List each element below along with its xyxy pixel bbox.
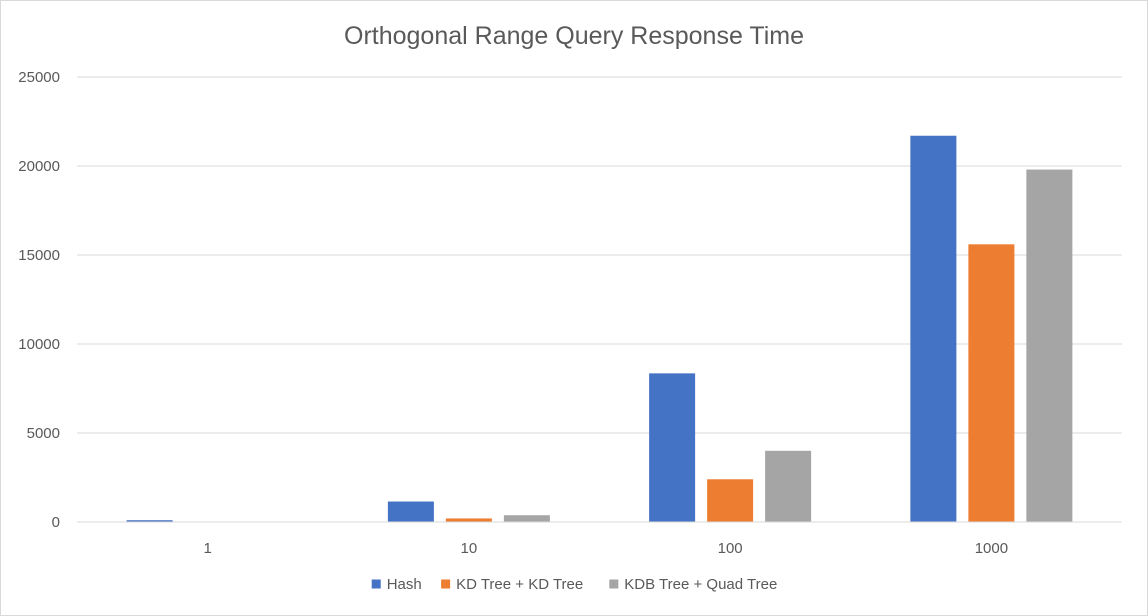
- y-tick-label: 5000: [27, 425, 60, 442]
- chart-title: Orthogonal Range Query Response Time: [344, 22, 804, 50]
- legend-swatch: [609, 579, 619, 589]
- y-tick-label: 10000: [18, 336, 60, 353]
- gridlines: [77, 76, 1122, 434]
- bar-kd-tree-kd-tree-10: [445, 518, 492, 522]
- y-tick-label: 0: [52, 514, 60, 531]
- legend: Hash KD Tree + KD Tree KDB Tree + Quad Tre…: [371, 576, 777, 593]
- bars: [126, 135, 1073, 523]
- legend-swatch: [441, 579, 451, 589]
- y-tick-label: 20000: [18, 158, 60, 175]
- bar-hash-10: [387, 501, 434, 522]
- bar-hash-100: [649, 373, 696, 522]
- x-tick-label: 1000: [975, 540, 1008, 557]
- y-axis-tick-labels: 0 5000 10000 15000 20000 25000: [18, 69, 60, 531]
- bar-hash-1: [126, 520, 173, 522]
- y-tick-label: 25000: [18, 69, 60, 86]
- x-axis-tick-labels: 1 10 100 1000: [203, 540, 1008, 557]
- bar-kdb-tree-quad-tree-100: [765, 450, 812, 522]
- bar-kd-tree-kd-tree-1000: [968, 244, 1015, 522]
- bar-hash-1000: [910, 135, 957, 523]
- bar-kdb-tree-quad-tree-1000: [1026, 169, 1073, 522]
- y-tick-label: 15000: [18, 247, 60, 264]
- bar-kdb-tree-quad-tree-10: [503, 515, 550, 522]
- legend-label: KDB Tree + Quad Tree: [624, 576, 777, 593]
- legend-label: KD Tree + KD Tree: [456, 576, 583, 593]
- x-tick-label: 1: [203, 540, 211, 557]
- x-tick-label: 10: [461, 540, 478, 557]
- legend-swatch: [371, 579, 381, 589]
- legend-label: Hash: [387, 576, 422, 593]
- bar-kd-tree-kd-tree-100: [707, 479, 754, 522]
- x-tick-label: 100: [718, 540, 743, 557]
